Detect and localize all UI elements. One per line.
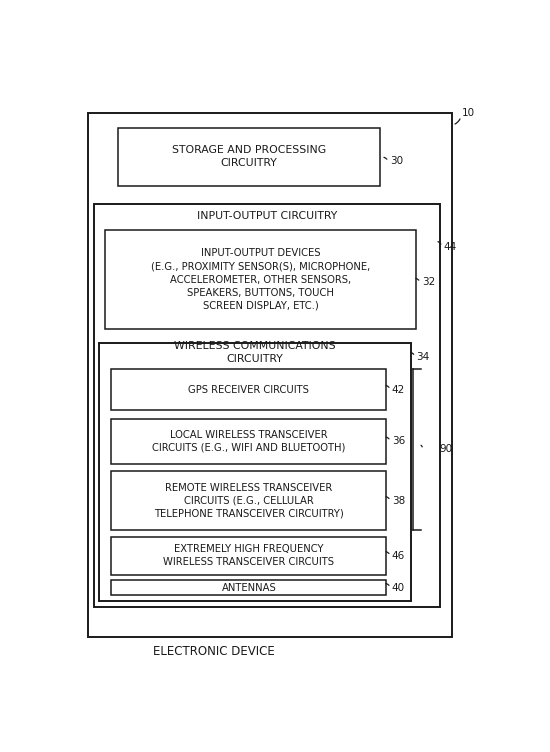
Text: 44: 44 xyxy=(443,241,456,252)
Text: ELECTRONIC DEVICE: ELECTRONIC DEVICE xyxy=(153,645,274,659)
Text: 38: 38 xyxy=(392,496,405,506)
Bar xyxy=(118,128,380,186)
Bar xyxy=(100,343,411,601)
Text: ANTENNAS: ANTENNAS xyxy=(222,583,276,593)
Text: 36: 36 xyxy=(392,436,405,446)
Bar xyxy=(111,580,386,595)
Text: 34: 34 xyxy=(416,352,430,362)
Text: 32: 32 xyxy=(422,277,435,287)
Text: 10: 10 xyxy=(462,108,475,118)
Text: INPUT-OUTPUT CIRCUITRY: INPUT-OUTPUT CIRCUITRY xyxy=(197,211,337,222)
Text: REMOTE WIRELESS TRANSCEIVER
CIRCUITS (E.G., CELLULAR
TELEPHONE TRANSCEIVER CIRCU: REMOTE WIRELESS TRANSCEIVER CIRCUITS (E.… xyxy=(154,483,344,519)
Bar xyxy=(88,114,452,638)
Text: 90: 90 xyxy=(439,444,453,454)
Text: WIRELESS COMMUNICATIONS
CIRCUITRY: WIRELESS COMMUNICATIONS CIRCUITRY xyxy=(174,341,336,364)
Bar xyxy=(105,230,416,329)
Text: INPUT-OUTPUT DEVICES
(E.G., PROXIMITY SENSOR(S), MICROPHONE,
ACCELEROMETER, OTHE: INPUT-OUTPUT DEVICES (E.G., PROXIMITY SE… xyxy=(151,248,370,311)
Bar xyxy=(111,368,386,411)
Bar xyxy=(111,419,386,464)
Bar xyxy=(111,537,386,575)
Text: EXTREMELY HIGH FREQUENCY
WIRELESS TRANSCEIVER CIRCUITS: EXTREMELY HIGH FREQUENCY WIRELESS TRANSC… xyxy=(163,544,334,568)
Text: STORAGE AND PROCESSING
CIRCUITRY: STORAGE AND PROCESSING CIRCUITRY xyxy=(172,145,326,168)
Text: GPS RECEIVER CIRCUITS: GPS RECEIVER CIRCUITS xyxy=(189,384,309,395)
Bar xyxy=(111,472,386,530)
Text: 46: 46 xyxy=(392,550,405,561)
Text: 30: 30 xyxy=(390,156,403,166)
Text: 40: 40 xyxy=(392,583,405,593)
Text: 42: 42 xyxy=(392,384,405,395)
Bar xyxy=(95,205,439,607)
Text: LOCAL WIRELESS TRANSCEIVER
CIRCUITS (E.G., WIFI AND BLUETOOTH): LOCAL WIRELESS TRANSCEIVER CIRCUITS (E.G… xyxy=(152,429,345,453)
